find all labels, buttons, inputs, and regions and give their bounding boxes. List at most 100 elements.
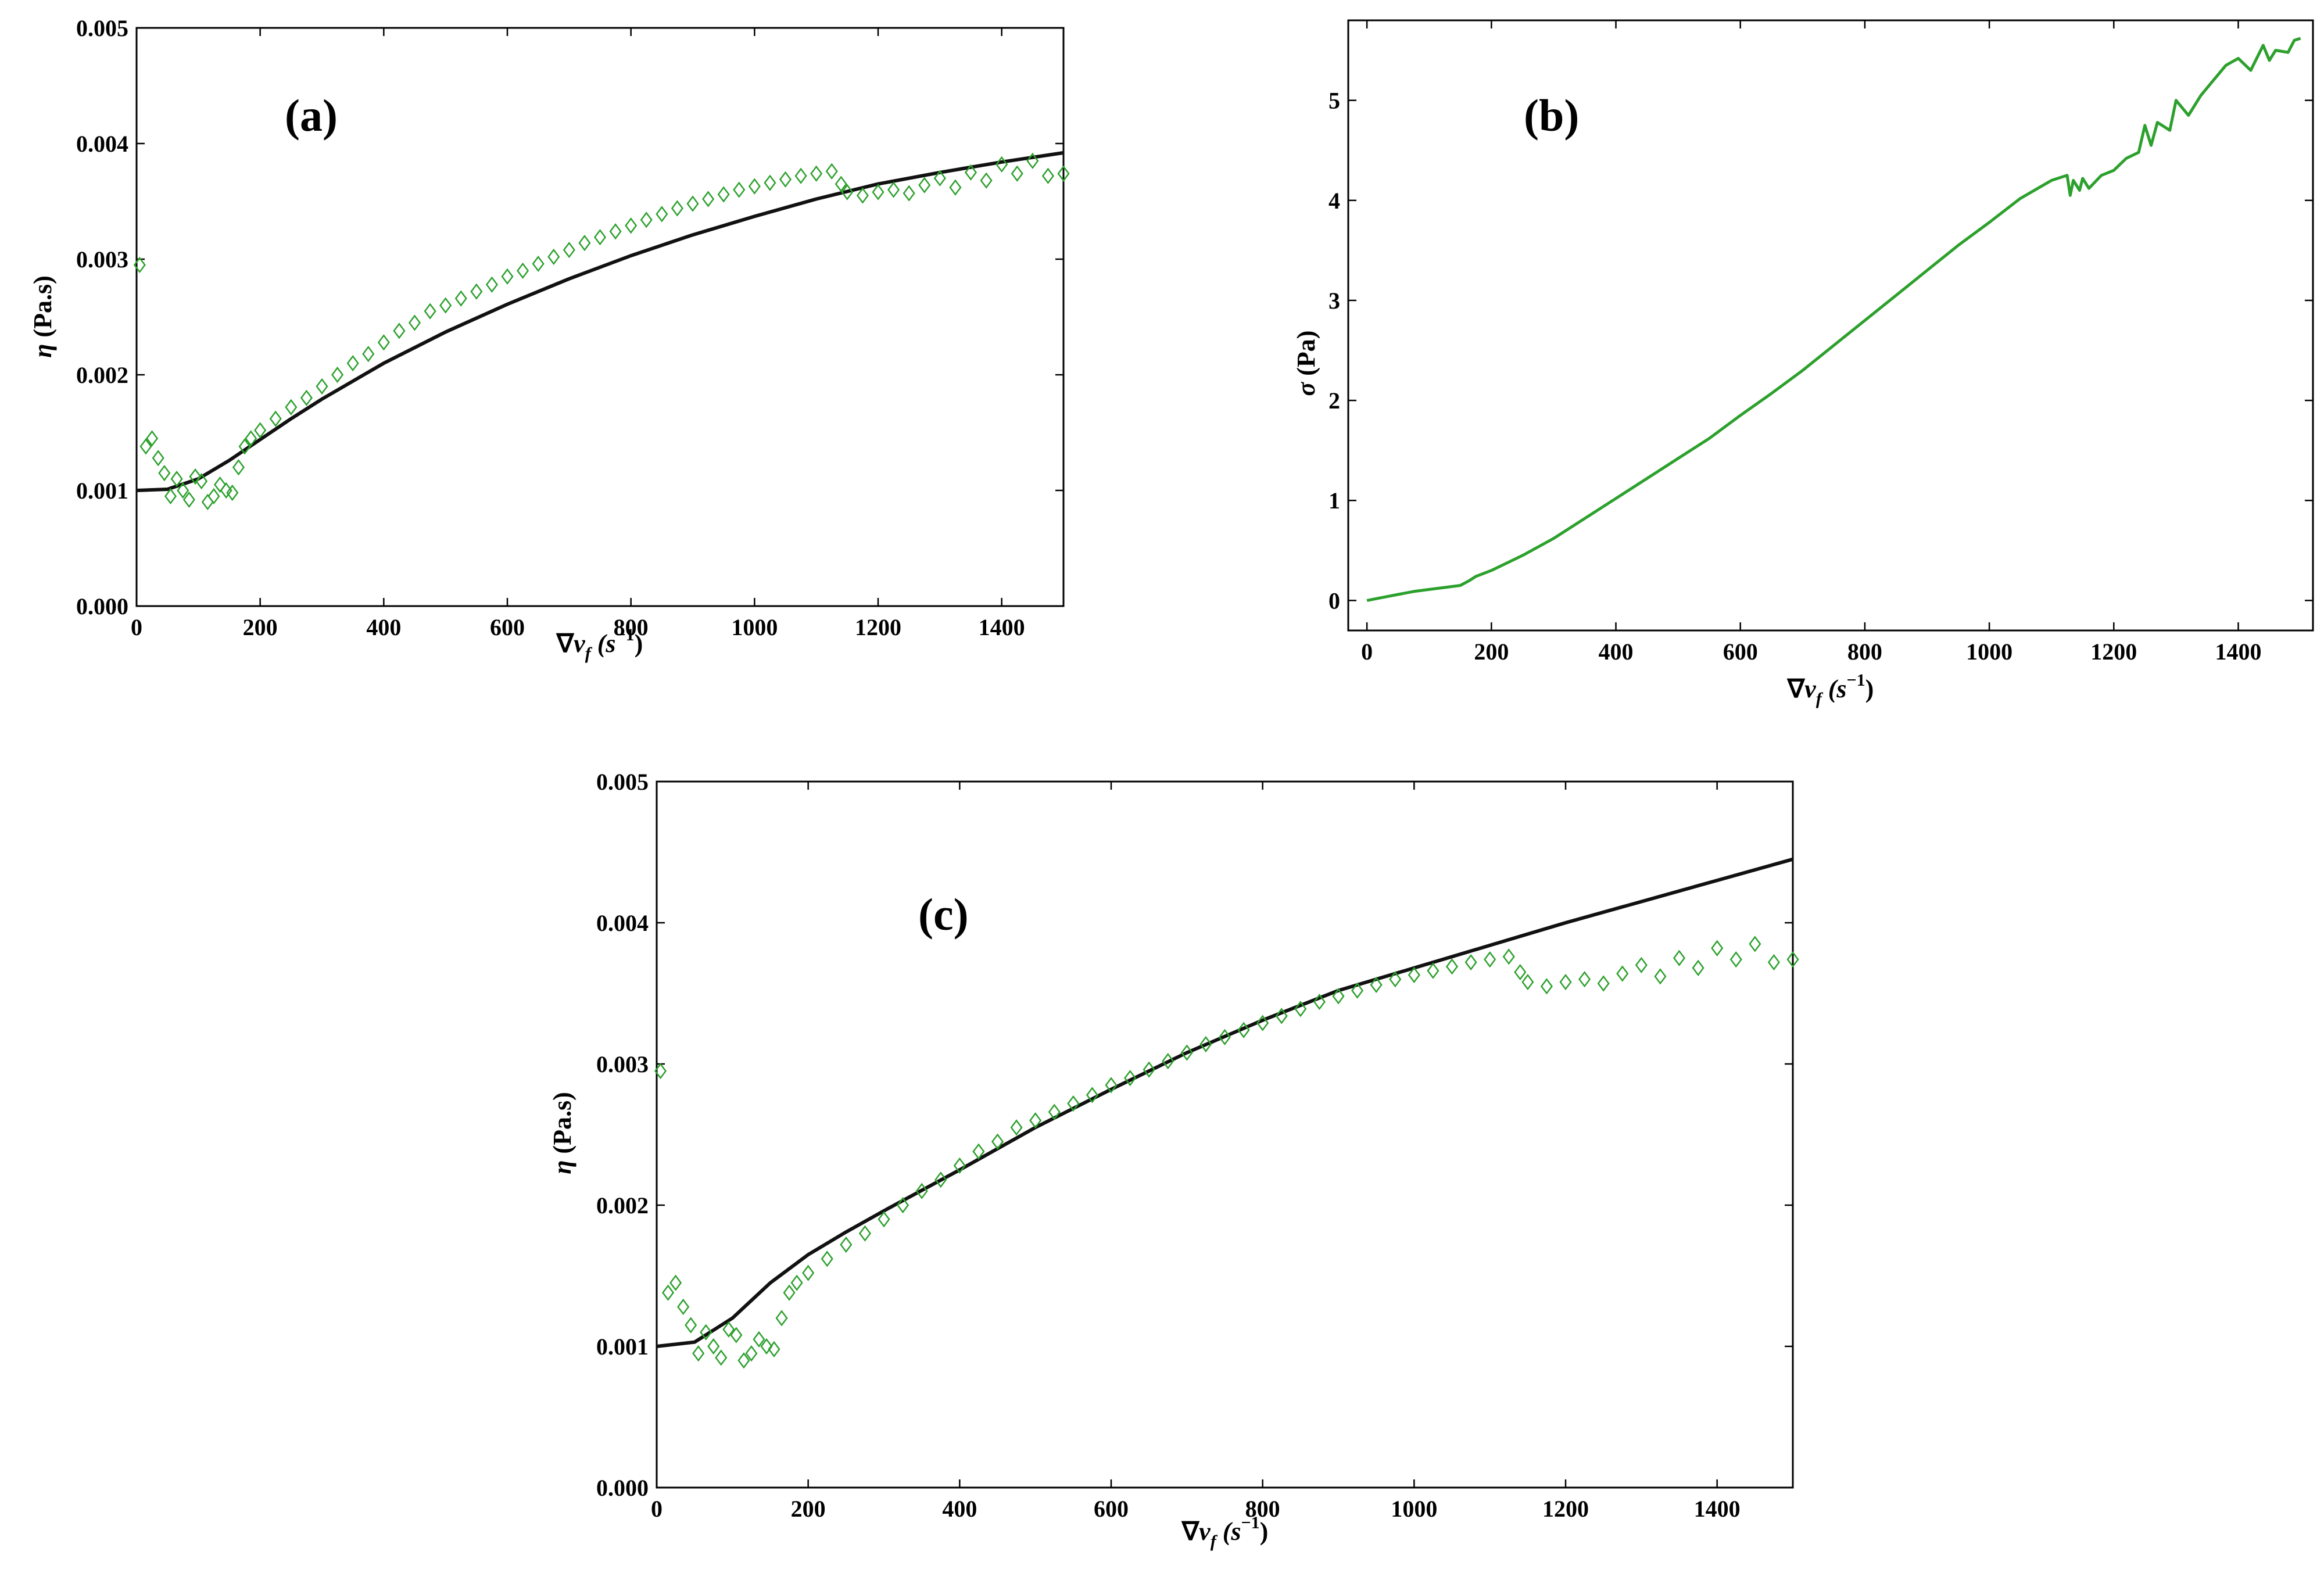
- data-point: [802, 1264, 815, 1281]
- data-point: [346, 355, 359, 372]
- y-tick-label: 0.001: [76, 478, 128, 504]
- data-point: [1237, 1022, 1250, 1038]
- data-point: [563, 241, 575, 259]
- data-point: [485, 276, 498, 293]
- data-point: [840, 1236, 853, 1253]
- data-point: [1597, 975, 1610, 992]
- data-point: [775, 1310, 788, 1327]
- data-point: [835, 175, 847, 192]
- data-point: [300, 389, 313, 406]
- data-point: [362, 346, 375, 363]
- data-point: [654, 1063, 667, 1080]
- data-point: [532, 255, 545, 273]
- data-point: [915, 1182, 928, 1199]
- y-tick-label: 0.002: [76, 362, 128, 388]
- data-point: [669, 1274, 682, 1291]
- x-tick-label: 200: [243, 614, 278, 640]
- data-point: [1180, 1044, 1193, 1061]
- data-point: [164, 488, 177, 505]
- data-point: [331, 366, 344, 384]
- data-point: [501, 268, 514, 285]
- x-tick-label: 800: [1245, 1496, 1280, 1522]
- x-tick-label: 1200: [1542, 1496, 1589, 1522]
- data-point: [254, 422, 267, 439]
- data-point: [1067, 1095, 1080, 1112]
- chart-panel-b: 0 200 400 600 800 1000 1200 1400 0 1 2 3 4 5 (b) ∇vf …: [1292, 19, 2314, 708]
- data-point: [760, 1338, 773, 1355]
- y-tick-label: 0.000: [596, 1475, 649, 1501]
- y-tick-label: 2: [1328, 388, 1340, 414]
- data-point: [768, 1341, 780, 1357]
- x-tick-label: 1200: [2090, 639, 2137, 665]
- data-point: [207, 488, 220, 505]
- chart-panel-a: 0 200 400 600 800 1000 1200 1400 0.000 0.001 0.002…: [28, 15, 1070, 663]
- data-point: [1086, 1087, 1098, 1103]
- data-point: [201, 493, 214, 510]
- data-point: [702, 191, 715, 207]
- data-point: [195, 472, 208, 490]
- data-point: [1199, 1035, 1212, 1053]
- data-point: [972, 1143, 985, 1160]
- y-tick-label: 3: [1328, 288, 1340, 314]
- data-point: [1616, 965, 1629, 982]
- data-point: [1692, 959, 1704, 976]
- data-point: [1256, 1015, 1269, 1031]
- data-point: [220, 482, 232, 499]
- fit-curve: [656, 857, 1793, 1348]
- data-point: [707, 1338, 720, 1355]
- x-tick-label: 1400: [979, 614, 1025, 640]
- x-tick-label: 200: [791, 1496, 826, 1522]
- data-point: [609, 223, 622, 240]
- data-point: [790, 1274, 803, 1291]
- data-point: [1729, 951, 1742, 968]
- x-axis-label: ∇vf (s−1): [1181, 1513, 1269, 1551]
- data-point: [964, 164, 977, 181]
- x-tick-label: 600: [1094, 1496, 1129, 1522]
- data-point: [692, 1345, 705, 1362]
- data-point: [1521, 973, 1534, 991]
- x-tick-label: 200: [1474, 639, 1509, 665]
- data-point: [722, 1321, 735, 1338]
- data-point: [1464, 954, 1477, 971]
- x-tick-label: 800: [1847, 639, 1882, 665]
- data-point: [1313, 993, 1326, 1010]
- y-tick-label: 0.004: [76, 131, 128, 157]
- data-point: [949, 179, 962, 196]
- fit-curve: [136, 150, 1064, 492]
- data-point: [1011, 165, 1023, 182]
- panel-label-a: (a): [285, 90, 338, 141]
- data-point: [177, 482, 189, 499]
- x-tick-label: 400: [942, 1496, 977, 1522]
- data-point: [730, 1327, 743, 1343]
- data-point: [139, 438, 152, 455]
- data-point: [1578, 971, 1591, 988]
- plot-frame: [135, 27, 1065, 607]
- data-point: [1540, 978, 1553, 995]
- data-point: [393, 322, 406, 339]
- y-tick-label: 0.000: [76, 593, 128, 619]
- x-tick-label: 400: [1599, 639, 1634, 665]
- data-point: [841, 184, 854, 200]
- data-point: [285, 399, 298, 415]
- data-point: [517, 262, 529, 279]
- data-point: [1654, 968, 1667, 985]
- data-point: [918, 177, 931, 193]
- y-tick-label: 0.003: [596, 1051, 649, 1077]
- data-point: [700, 1324, 712, 1341]
- data-point: [1057, 165, 1070, 182]
- data-point: [245, 430, 257, 447]
- data-point: [1559, 973, 1572, 991]
- chart-panel-c: 0 200 400 600 800 1000 1200 1400 0.000 0.001 0.002…: [548, 769, 1799, 1551]
- x-tick-label: 800: [614, 614, 649, 640]
- data-point: [377, 334, 390, 351]
- y-tick-label: 5: [1328, 88, 1340, 114]
- data-point: [439, 297, 452, 314]
- data-point: [1124, 1070, 1137, 1087]
- y-tick-label: 0.002: [596, 1192, 649, 1219]
- data-point: [226, 484, 239, 501]
- data-point: [1105, 1077, 1118, 1094]
- x-tick-label: 600: [490, 614, 525, 640]
- data-point: [238, 438, 251, 455]
- y-tick-label: 0.005: [596, 769, 649, 795]
